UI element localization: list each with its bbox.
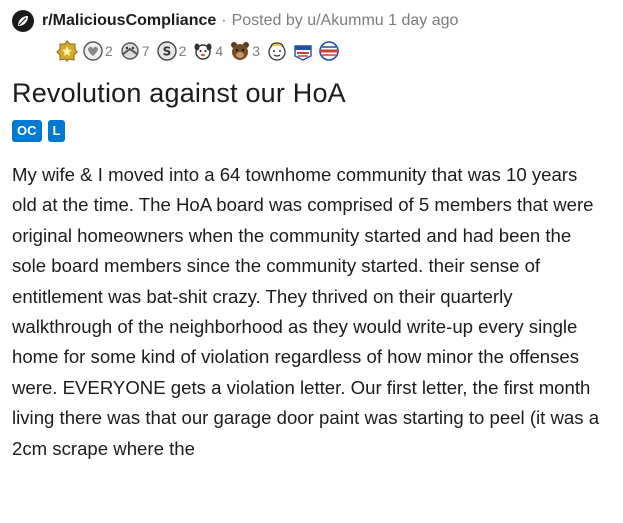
award-wholesome[interactable]: 2 [82, 40, 115, 62]
award-count: 2 [178, 43, 187, 59]
post: r/MaliciousCompliance · Posted by u/Akum… [12, 8, 611, 459]
award-bear[interactable]: 3 [229, 40, 262, 62]
award-voted[interactable] [292, 40, 314, 62]
dog-award-icon [194, 43, 212, 60]
award-count: 3 [252, 43, 260, 59]
awards-row[interactable]: 2 7 S 2 [56, 38, 611, 64]
wholesome-award-icon [83, 41, 103, 61]
subreddit-icon[interactable] [12, 10, 34, 32]
award-silver[interactable]: S 2 [156, 40, 189, 62]
posted-by-text[interactable]: Posted by u/Akummu 1 day ago [231, 12, 459, 29]
post-body: My wife & I moved into a 64 townhome com… [12, 164, 600, 459]
hugz-award-icon [121, 42, 139, 60]
post-meta-row: r/MaliciousCompliance · Posted by u/Akum… [12, 8, 611, 34]
vote-award-icon [319, 41, 339, 61]
award-gold[interactable] [56, 40, 78, 62]
gold-award-icon [56, 40, 78, 62]
post-title[interactable]: Revolution against our HoA [12, 78, 346, 108]
award-count: 2 [105, 43, 113, 59]
subreddit-link[interactable]: r/MaliciousCompliance [42, 12, 217, 29]
face-award-icon [268, 42, 286, 61]
silver-s-award-icon: S [156, 41, 177, 61]
award-count: 4 [215, 43, 224, 59]
award-hugz[interactable]: 7 [119, 40, 152, 62]
award-count: 7 [141, 43, 150, 59]
voted-award-icon [294, 45, 312, 61]
award-dog[interactable]: 4 [192, 40, 225, 62]
flair-row: OC L [12, 120, 611, 142]
svg-text:S: S [162, 45, 171, 59]
bear-award-icon [231, 42, 250, 60]
leaf-icon [18, 16, 28, 26]
flair-oc[interactable]: OC [12, 120, 42, 142]
award-vote[interactable] [318, 40, 340, 62]
meta-separator: · [221, 12, 227, 29]
award-face[interactable] [266, 40, 288, 62]
flair-l[interactable]: L [47, 120, 66, 142]
